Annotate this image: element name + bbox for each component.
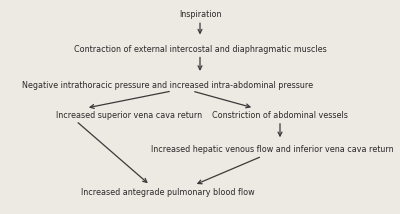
Text: Negative intrathoracic pressure and increased intra-abdominal pressure: Negative intrathoracic pressure and incr… bbox=[22, 81, 314, 90]
Text: Inspiration: Inspiration bbox=[179, 10, 221, 19]
Text: Constriction of abdominal vessels: Constriction of abdominal vessels bbox=[212, 111, 348, 120]
Text: Contraction of external intercostal and diaphragmatic muscles: Contraction of external intercostal and … bbox=[74, 45, 326, 54]
Text: Increased superior vena cava return: Increased superior vena cava return bbox=[56, 111, 202, 120]
Text: Increased antegrade pulmonary blood flow: Increased antegrade pulmonary blood flow bbox=[81, 188, 255, 197]
Text: Increased hepatic venous flow and inferior vena cava return: Increased hepatic venous flow and inferi… bbox=[151, 145, 393, 154]
